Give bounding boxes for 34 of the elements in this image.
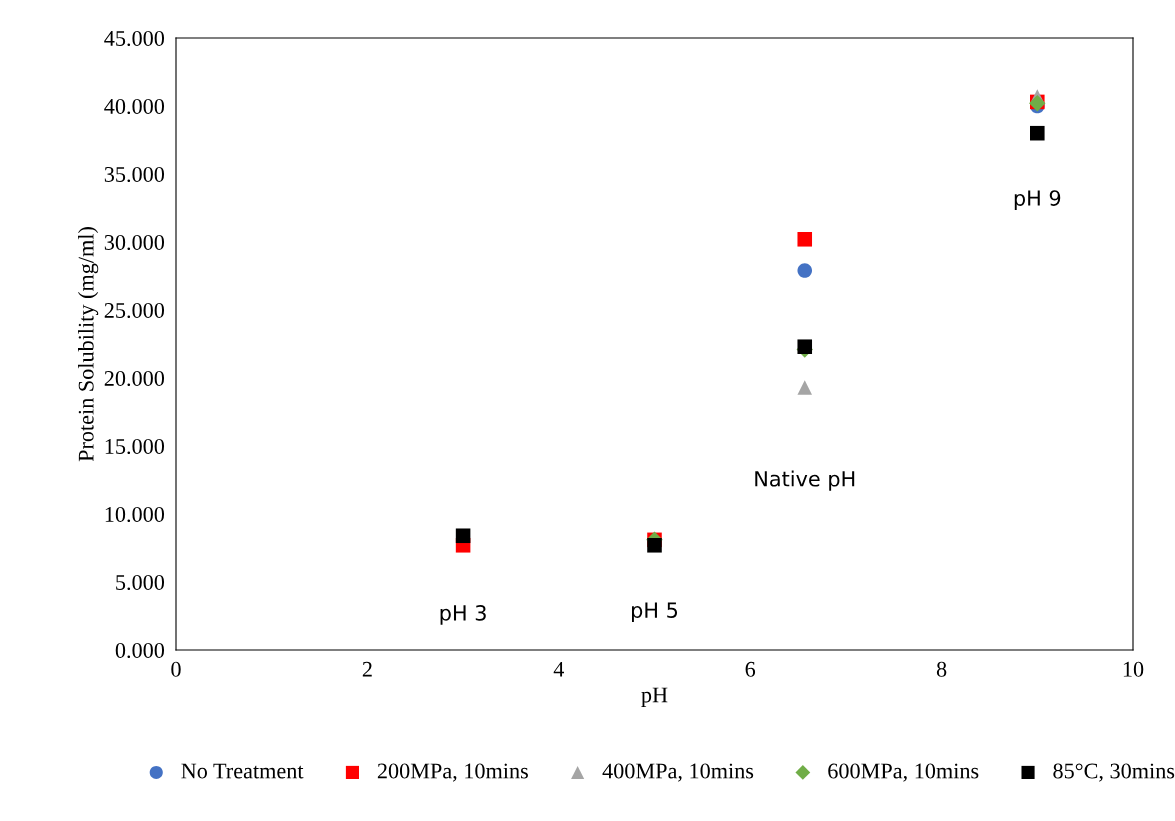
- point: [797, 232, 813, 247]
- y-tick-label: 25.000: [104, 302, 165, 319]
- legend-label: 400MPa, 10mins: [602, 763, 754, 782]
- point: [1030, 125, 1045, 141]
- point: [797, 380, 813, 395]
- y-tick-label: 40.000: [104, 98, 165, 115]
- annotation: pH 5: [632, 602, 678, 623]
- x-tick-label: 0: [171, 661, 181, 677]
- point: [647, 538, 662, 553]
- annotation: pH 9: [1014, 190, 1061, 210]
- y-tick-label: 10.000: [105, 506, 165, 523]
- y-tick-label: 15.000: [105, 438, 165, 455]
- x-tick-label: 6: [745, 661, 756, 677]
- y-tick-label: 5.000: [116, 574, 165, 591]
- y-tick-label: 20.000: [104, 370, 165, 387]
- x-tick-label: 10: [1123, 661, 1144, 677]
- point: [797, 339, 813, 354]
- legend-label: 85°C, 30mins: [1053, 763, 1175, 782]
- x-axis-title: pH: [641, 687, 668, 707]
- x-tick-label: 4: [553, 661, 565, 677]
- legend-label: 200MPa, 10mins: [377, 763, 528, 782]
- y-tick-label: 0.000: [115, 642, 165, 659]
- point: [455, 528, 471, 544]
- legend-label: 600MPa, 10mins: [828, 763, 979, 782]
- x-tick-label: 2: [362, 661, 372, 677]
- y-tick-label: 35.000: [104, 166, 165, 183]
- annotation: Native pH: [755, 470, 855, 491]
- point: [797, 263, 813, 278]
- y-axis-title: Protein Solubility (mg/ml): [78, 227, 99, 462]
- x-tick-label: 8: [936, 661, 947, 677]
- y-tick-label: 45.000: [104, 30, 165, 47]
- legend-label: No Treatment: [181, 763, 304, 779]
- y-tick-label: 30.000: [104, 234, 165, 251]
- annotation: pH 3: [440, 605, 486, 625]
